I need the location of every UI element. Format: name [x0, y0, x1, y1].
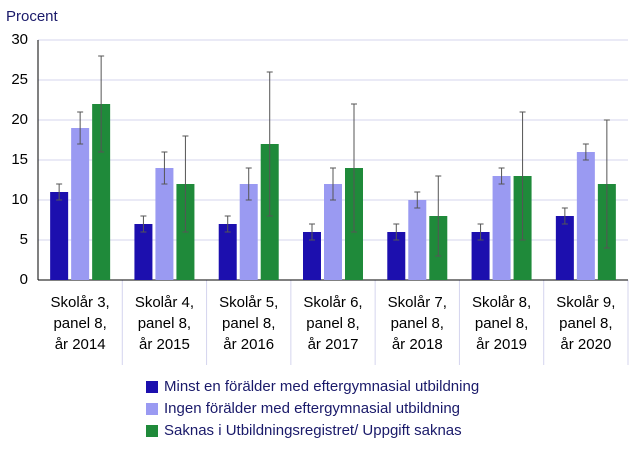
bar [408, 200, 427, 280]
bar [303, 232, 321, 280]
error-bar [77, 111, 84, 145]
x-tick-label: panel 8, [222, 315, 275, 332]
bar [239, 184, 258, 280]
error-bar [140, 215, 147, 233]
x-tick-label: panel 8, [306, 315, 359, 332]
bar [134, 224, 153, 280]
error-bar [393, 223, 400, 241]
error-bar [245, 167, 252, 201]
x-tick-label: Skolår 6, [303, 294, 362, 311]
x-tick-label: Skolår 9, [556, 294, 615, 311]
y-axis-label: Procent [6, 8, 59, 25]
error-bar [56, 183, 63, 201]
x-tick-label: år 2016 [223, 336, 274, 353]
legend-swatch [146, 381, 158, 393]
error-bar [603, 119, 610, 249]
error-bar [582, 143, 589, 161]
x-tick-label: år 2019 [476, 336, 527, 353]
x-tick-label: Skolår 7, [388, 294, 447, 311]
bar [555, 216, 574, 280]
error-bar [330, 167, 336, 201]
bar [492, 176, 511, 280]
error-bar [182, 135, 189, 233]
y-tick-label: 15 [11, 151, 28, 168]
error-bar [435, 175, 442, 257]
x-tick-label: panel 8, [391, 315, 444, 332]
error-bar [519, 111, 526, 241]
x-tick-label: panel 8, [559, 315, 612, 332]
y-tick-label: 10 [11, 191, 28, 208]
x-tick-label: år 2015 [139, 336, 190, 353]
x-tick-label: Skolår 3, [51, 294, 110, 311]
bar [218, 224, 237, 280]
bar [387, 232, 406, 280]
bar [155, 168, 174, 280]
x-tick-label: panel 8, [53, 315, 106, 332]
legend-label: Ingen förälder med eftergymnasial utbild… [164, 400, 460, 417]
y-tick-label: 25 [11, 71, 28, 88]
error-bar [351, 103, 357, 233]
error-bar [414, 191, 421, 209]
y-tick-label: 0 [20, 271, 28, 288]
legend-swatch [146, 425, 158, 437]
x-tick-label: panel 8, [475, 315, 528, 332]
error-bar [161, 151, 168, 185]
legend-label: Saknas i Utbildningsregistret/ Uppgift s… [164, 422, 462, 439]
error-bar [309, 223, 315, 241]
x-tick-label: år 2018 [392, 336, 443, 353]
bar [71, 128, 90, 280]
x-tick-label: år 2020 [560, 336, 611, 353]
x-tick-label: Skolår 5, [219, 294, 278, 311]
y-tick-label: 30 [11, 31, 28, 48]
x-tick-label: Skolår 8, [472, 294, 531, 311]
error-bar [477, 223, 484, 241]
x-tick-label: år 2017 [308, 336, 359, 353]
error-bar [561, 207, 568, 225]
y-tick-label: 5 [20, 231, 28, 248]
bar [324, 184, 342, 280]
x-tick-label: panel 8, [138, 315, 191, 332]
bar [471, 232, 490, 280]
y-tick-label: 20 [11, 111, 28, 128]
legend-swatch [146, 403, 158, 415]
x-tick-label: Skolår 4, [135, 294, 194, 311]
error-bar [498, 167, 505, 185]
error-bar [224, 215, 231, 233]
error-bar [98, 55, 105, 153]
legend-label: Minst en förälder med eftergymnasial utb… [164, 378, 479, 395]
bar [50, 192, 69, 280]
error-bar [266, 71, 273, 217]
bar [576, 152, 595, 280]
bar [92, 104, 111, 280]
x-tick-label: år 2014 [55, 336, 106, 353]
